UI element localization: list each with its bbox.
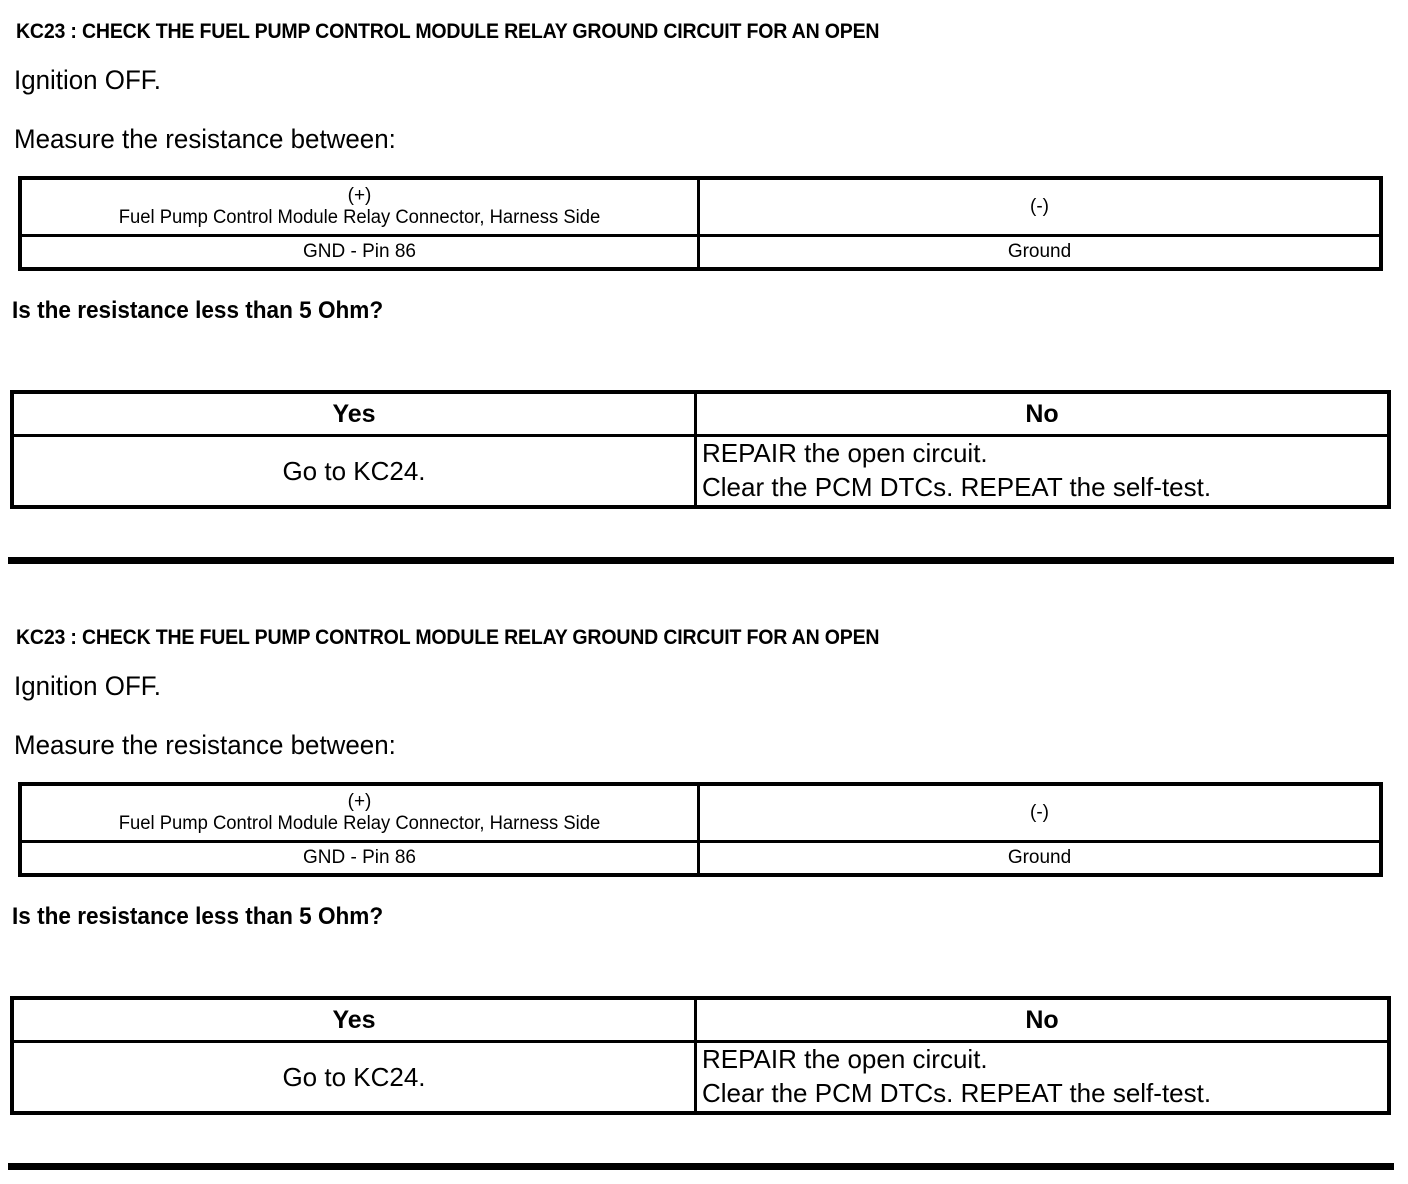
section-divider-2 [8, 1163, 1394, 1170]
instruction-ignition-off: Ignition OFF. [14, 65, 161, 95]
measurement-table: (+) Fuel Pump Control Module Relay Conne… [18, 782, 1383, 877]
measure-positive-value-cell: GND - Pin 86 [18, 234, 700, 271]
measure-positive-header-cell: (+) Fuel Pump Control Module Relay Conne… [18, 176, 700, 237]
decision-question: Is the resistance less than 5 Ohm? [12, 903, 384, 930]
yes-header-cell: Yes [10, 996, 697, 1043]
no-action-cell: REPAIR the open circuit. Clear the PCM D… [694, 1040, 1391, 1115]
yes-action-cell: Go to KC24. [10, 434, 697, 509]
measure-positive-value-cell: GND - Pin 86 [18, 840, 700, 877]
no-action-line-1: REPAIR the open circuit. [702, 1044, 988, 1075]
positive-value: GND - Pin 86 [303, 846, 416, 868]
measure-negative-value-cell: Ground [697, 234, 1383, 271]
no-header-cell: No [694, 390, 1391, 437]
negative-sign-label: (-) [1030, 196, 1049, 218]
negative-value: Ground [1007, 846, 1072, 868]
measure-positive-header-cell: (+) Fuel Pump Control Module Relay Conne… [18, 782, 700, 843]
decision-question: Is the resistance less than 5 Ohm? [12, 297, 384, 324]
yes-action-text: Go to KC24. [282, 455, 426, 486]
step-title: KC23 : CHECK THE FUEL PUMP CONTROL MODUL… [16, 626, 880, 649]
table-row: Yes No [10, 390, 1391, 437]
positive-description-label: Fuel Pump Control Module Relay Connector… [118, 207, 601, 228]
no-header-cell: No [694, 996, 1391, 1043]
measure-negative-value-cell: Ground [697, 840, 1383, 877]
yes-header-cell: Yes [10, 390, 697, 437]
table-row: (+) Fuel Pump Control Module Relay Conne… [18, 782, 1383, 843]
positive-sign-label: (+) [347, 791, 372, 813]
positive-value: GND - Pin 86 [303, 240, 416, 262]
step-title: KC23 : CHECK THE FUEL PUMP CONTROL MODUL… [16, 20, 880, 43]
yes-no-decision-table: Yes No Go to KC24. REPAIR the open circu… [10, 996, 1391, 1115]
table-row: Yes No [10, 996, 1391, 1043]
table-row: Go to KC24. REPAIR the open circuit. Cle… [10, 1040, 1391, 1115]
section-divider-1 [8, 557, 1394, 564]
no-action-line-2: Clear the PCM DTCs. REPEAT the self-test… [702, 472, 1212, 502]
yes-action-cell: Go to KC24. [10, 1040, 697, 1115]
instruction-ignition-off: Ignition OFF. [14, 671, 161, 701]
table-row: GND - Pin 86 Ground [18, 234, 1383, 271]
negative-sign-label: (-) [1030, 802, 1049, 824]
measure-negative-header-cell: (-) [697, 176, 1383, 237]
measurement-table: (+) Fuel Pump Control Module Relay Conne… [18, 176, 1383, 271]
table-row: (+) Fuel Pump Control Module Relay Conne… [18, 176, 1383, 237]
instruction-measure-resistance: Measure the resistance between: [14, 124, 396, 154]
yes-no-decision-table: Yes No Go to KC24. REPAIR the open circu… [10, 390, 1391, 509]
instruction-measure-resistance: Measure the resistance between: [14, 730, 396, 760]
no-action-text: REPAIR the open circuit. Clear the PCM D… [697, 1043, 1387, 1111]
positive-description-label: Fuel Pump Control Module Relay Connector… [118, 813, 601, 834]
table-row: Go to KC24. REPAIR the open circuit. Cle… [10, 434, 1391, 509]
measure-negative-header-cell: (-) [697, 782, 1383, 843]
no-action-text: REPAIR the open circuit. Clear the PCM D… [697, 437, 1387, 505]
no-action-line-1: REPAIR the open circuit. [702, 438, 988, 469]
negative-value: Ground [1007, 240, 1072, 262]
table-row: GND - Pin 86 Ground [18, 840, 1383, 877]
no-action-line-2: Clear the PCM DTCs. REPEAT the self-test… [702, 1078, 1212, 1108]
positive-sign-label: (+) [347, 185, 372, 207]
no-action-cell: REPAIR the open circuit. Clear the PCM D… [694, 434, 1391, 509]
yes-action-text: Go to KC24. [282, 1061, 426, 1092]
